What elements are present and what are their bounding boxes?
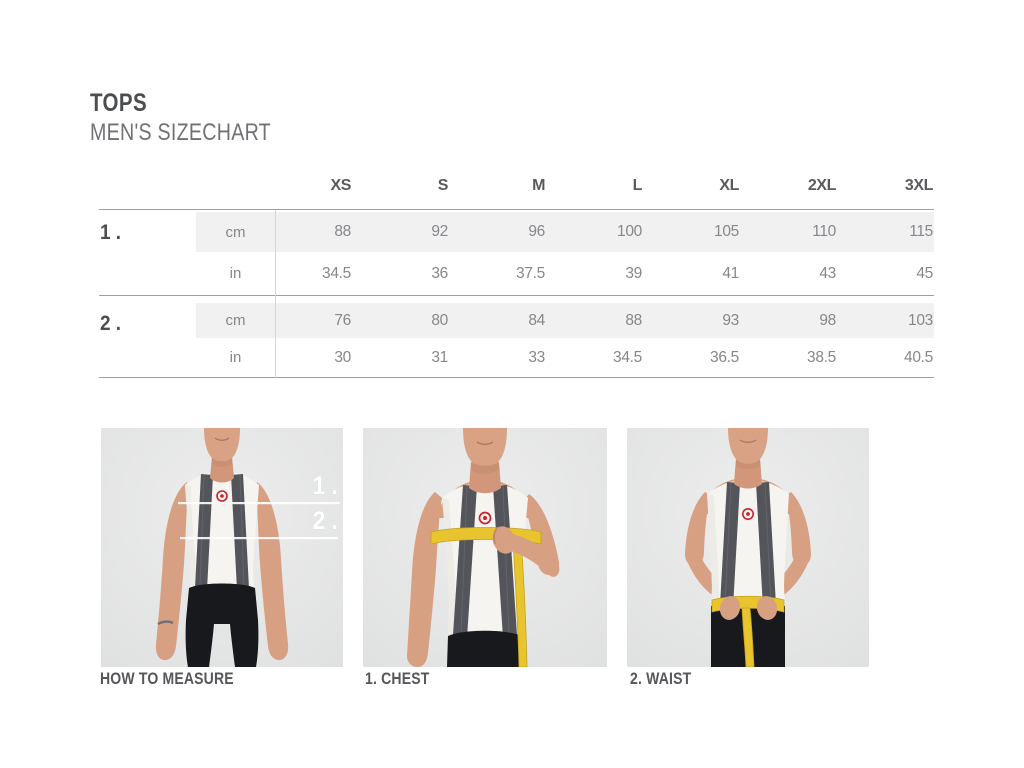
page-subtitle: MEN'S SIZECHART (90, 119, 271, 146)
unit-label: in (229, 265, 242, 282)
table-divider (275, 210, 276, 378)
size-value: 88 (546, 303, 643, 338)
chest-measure-label: 1 . (312, 472, 338, 500)
row-number-cell (99, 252, 196, 295)
size-value: 34.5 (613, 348, 642, 366)
row-number-cell (99, 338, 196, 377)
size-value: 40.5 (904, 348, 933, 366)
size-value: 34.5 (322, 264, 351, 282)
size-column-header: S (437, 177, 449, 194)
figure-waist-measure (627, 428, 869, 667)
model-photo-chest-measure (363, 428, 607, 667)
size-value: 84 (449, 303, 546, 338)
measure-group: 1 . cm 88 92 96 100 105 110 115 in 34.5 36 37.5 39 41 4… (99, 210, 934, 295)
size-value: 80 (352, 303, 449, 338)
size-value: 100 (546, 212, 643, 252)
chest-line-overlay (178, 502, 340, 505)
size-value: 93 (643, 303, 740, 338)
unit-label: in (229, 349, 242, 366)
size-header-row: XS S M L XL 2XL 3XL (99, 170, 934, 210)
size-value: 45 (916, 264, 933, 282)
size-column-header: L (632, 177, 643, 194)
figure-chest-measure (363, 428, 607, 667)
size-value: 36 (431, 264, 448, 282)
size-value: 115 (837, 212, 934, 252)
size-value: 41 (722, 264, 739, 282)
size-value: 110 (740, 212, 837, 252)
size-table-body: 1 . cm 88 92 96 100 105 110 115 in 34.5 36 37.5 39 41 4… (99, 210, 934, 377)
caption-chest: 1. CHEST (365, 670, 430, 688)
size-value: 33 (528, 348, 545, 366)
size-column-header: XL (719, 177, 739, 194)
table-row: in 34.5 36 37.5 39 41 43 45 (99, 252, 934, 295)
figure-how-to-measure: 1 . 2 . (101, 428, 343, 667)
waist-line-overlay (180, 537, 338, 540)
caption-waist: 2. WAIST (630, 670, 692, 688)
page-title: TOPS (90, 89, 148, 117)
size-value: 30 (334, 348, 351, 366)
measure-row-number: 1 . (100, 221, 122, 244)
table-row: in 30 31 33 34.5 36.5 38.5 40.5 (99, 338, 934, 377)
size-value: 31 (431, 348, 448, 366)
table-row: 1 . cm 88 92 96 100 105 110 115 (99, 210, 934, 252)
unit-label: cm (196, 212, 275, 252)
size-value: 43 (819, 264, 836, 282)
size-value: 98 (740, 303, 837, 338)
table-row: 2 . cm 76 80 84 88 93 98 103 (99, 296, 934, 338)
size-column-header: XS (330, 177, 351, 194)
header-spacer (99, 177, 275, 209)
size-value: 39 (625, 264, 642, 282)
model-photo-waist-measure (627, 428, 869, 667)
caption-how-to-measure: HOW TO MEASURE (100, 670, 234, 688)
size-value: 105 (643, 212, 740, 252)
waist-measure-label: 2 . (312, 507, 338, 535)
size-table: XS S M L XL 2XL 3XL 1 . cm 88 92 96 100 105 110 115 in 3… (99, 170, 934, 378)
row-number-cell: 1 . (99, 212, 196, 252)
size-value: 36.5 (710, 348, 739, 366)
size-value: 38.5 (807, 348, 836, 366)
size-value: 76 (275, 303, 352, 338)
size-column-header: 3XL (904, 177, 934, 194)
size-column-header: M (532, 177, 545, 194)
size-value: 37.5 (516, 264, 545, 282)
unit-label: cm (196, 303, 275, 338)
size-column-header: 2XL (807, 177, 837, 194)
page-header: TOPS MEN'S SIZECHART (90, 90, 311, 146)
measure-row-number: 2 . (100, 312, 122, 335)
row-number-cell: 2 . (99, 303, 196, 338)
size-value: 88 (275, 212, 352, 252)
size-value: 103 (837, 303, 934, 338)
model-photo-front (101, 428, 343, 667)
measure-group: 2 . cm 76 80 84 88 93 98 103 in 30 31 33 34.5 36.5 38.5… (99, 295, 934, 377)
size-value: 96 (449, 212, 546, 252)
size-value: 92 (352, 212, 449, 252)
